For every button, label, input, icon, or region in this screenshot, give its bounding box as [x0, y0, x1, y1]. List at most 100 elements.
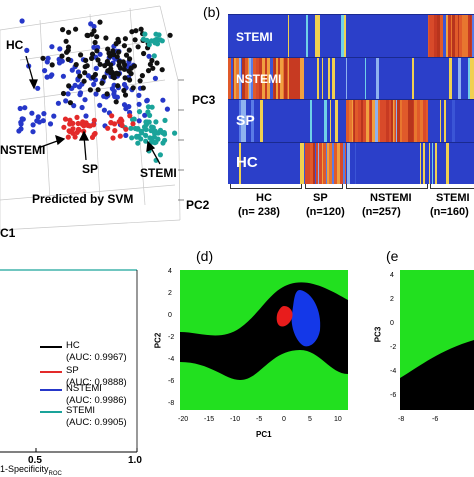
scatter-point	[85, 122, 91, 128]
heatmap-stripe	[363, 99, 366, 142]
heatmap-stripe	[466, 141, 467, 184]
y-tick-label: -6	[390, 392, 397, 399]
scatter-point	[142, 126, 148, 132]
group-bracket	[346, 184, 428, 189]
heatmap-stripe	[396, 99, 397, 142]
panel-label-d: (d)	[196, 248, 214, 264]
heatmap-stripe	[440, 99, 441, 142]
heatmap-stripe	[256, 56, 259, 99]
scatter-point	[143, 122, 149, 128]
heatmap-stripe	[429, 14, 432, 57]
group-name: HC	[256, 192, 272, 204]
heatmap-stripe	[432, 14, 434, 57]
scatter-point	[162, 137, 168, 143]
heatmap-row-divider	[228, 14, 474, 15]
heatmap-stripe	[368, 99, 369, 142]
legend-swatch-sp	[40, 371, 62, 373]
scatter-point	[122, 92, 129, 98]
scatter-point	[138, 128, 144, 134]
axis-label-pc2: PC2	[186, 198, 210, 212]
scatter-point	[151, 53, 157, 59]
scatter-point	[123, 126, 129, 132]
scatter-point	[85, 73, 91, 79]
heatmap-stripe	[236, 56, 239, 99]
group-name: NSTEMI	[370, 192, 412, 204]
heatmap-stripe	[394, 99, 395, 142]
heatmap-stripe	[328, 56, 330, 99]
heatmap-stripe	[452, 99, 455, 142]
heatmap-stripe	[472, 14, 474, 57]
y-tick-label: -4	[390, 368, 397, 375]
heatmap-stripe	[437, 14, 440, 57]
scatter-point	[127, 77, 133, 83]
heatmap-stripe	[307, 141, 308, 184]
heatmap-stripe	[330, 99, 331, 142]
scatter-point	[105, 60, 111, 66]
scatter-point	[82, 64, 88, 70]
y-tick-label: 0	[168, 312, 172, 319]
scatter-point	[51, 113, 57, 119]
heatmap-stripe	[299, 56, 300, 99]
group-bracket	[230, 184, 302, 189]
heatmap-stripe	[253, 99, 254, 142]
scatter-point	[115, 83, 121, 89]
heatmap-stripe	[423, 99, 426, 142]
heatmap-stripe	[451, 14, 452, 57]
scatter-point	[103, 35, 109, 41]
heatmap-stripe	[310, 99, 312, 142]
scatter-point	[130, 85, 136, 91]
heatmap-stripe	[318, 141, 319, 184]
scatter-point	[121, 87, 127, 94]
scatter-point	[149, 104, 155, 110]
scatter-point	[146, 42, 152, 48]
heatmap-stripe	[249, 56, 251, 99]
heatmap-stripe	[380, 99, 383, 142]
heatmap-stripe	[391, 99, 393, 142]
scatter-point	[115, 36, 121, 43]
scatter-point	[30, 122, 36, 128]
scatter-point	[112, 128, 118, 134]
heatmap-stripe	[245, 56, 248, 99]
legend-stemi-auc: (AUC: 0.9905)	[66, 417, 127, 428]
scatter-point	[60, 27, 66, 33]
heatmap-row-label: STEMI	[236, 30, 273, 44]
heatmap-stripe	[308, 141, 310, 184]
scatter-point	[95, 87, 101, 93]
axis-label-pc1: C1	[0, 226, 16, 240]
scatter-point	[142, 31, 148, 37]
scatter-point	[148, 128, 154, 134]
scatter-point	[89, 55, 95, 62]
heatmap-stripe	[446, 141, 449, 184]
scatter-point	[118, 116, 124, 122]
heatmap-stripe	[262, 56, 265, 99]
heatmap-stripe	[432, 141, 433, 184]
scatter-point	[97, 102, 103, 108]
heatmap-stripe	[302, 141, 304, 184]
label-hc: HC	[6, 38, 24, 52]
heatmap-stripe	[448, 14, 451, 57]
scatter-point	[143, 138, 149, 144]
heatmap-stripe	[267, 56, 270, 99]
heatmap-stripe	[470, 56, 471, 99]
heatmap-row-divider	[228, 99, 474, 100]
heatmap-stripe	[271, 56, 273, 99]
heatmap-stripe	[325, 141, 326, 184]
scatter-point	[81, 122, 87, 128]
scatter-point	[65, 134, 71, 140]
scatter-point	[78, 52, 84, 58]
scatter-point	[97, 51, 103, 57]
scatter-point	[63, 98, 69, 104]
heatmap-stripe	[366, 99, 368, 142]
scatter-point	[136, 118, 142, 124]
heatmap-stripe	[369, 99, 370, 142]
heatmap-stripe	[465, 14, 468, 57]
scatter-point	[84, 32, 90, 38]
heatmap-stripe	[327, 141, 329, 184]
scatter-point	[94, 48, 100, 54]
scatter-point	[132, 125, 138, 132]
scatter-point	[108, 70, 114, 76]
roc-xlabel-main: 1-Specificity	[0, 464, 49, 474]
heatmap-stripe	[251, 56, 253, 99]
scatter-point	[111, 91, 117, 97]
scatter-point	[70, 130, 76, 136]
